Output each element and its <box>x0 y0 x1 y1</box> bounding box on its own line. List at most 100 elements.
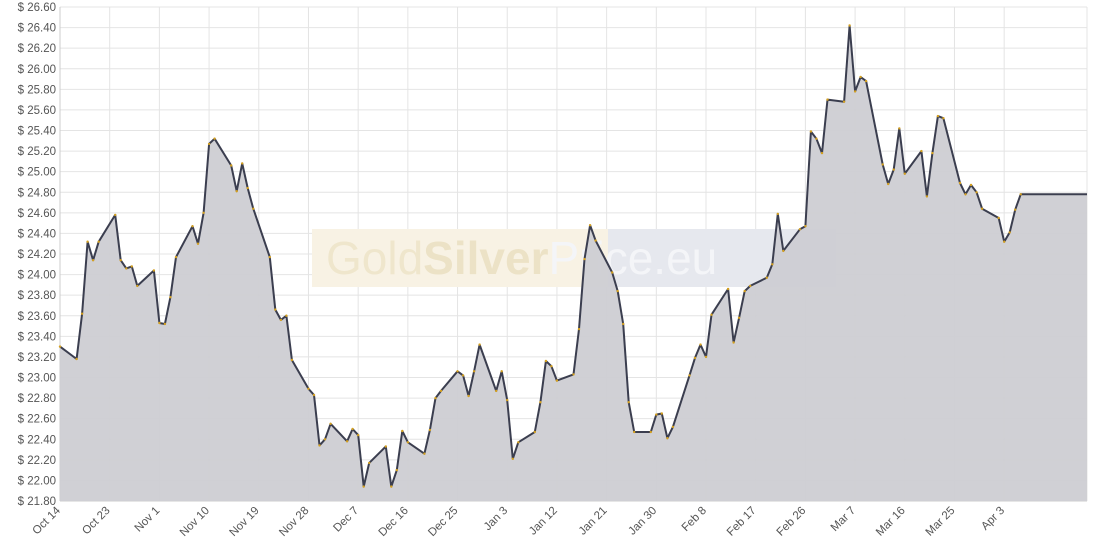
data-point <box>307 387 310 390</box>
data-point <box>428 428 432 432</box>
data-point <box>622 322 625 326</box>
y-tick-label: $ 25.60 <box>18 105 56 117</box>
data-point <box>136 284 139 288</box>
data-point <box>351 427 354 431</box>
y-tick-label: $ 26.40 <box>18 23 56 35</box>
y-tick-label: $ 23.00 <box>18 373 56 385</box>
data-point <box>765 276 768 279</box>
y-tick-label: $ 24.80 <box>18 187 56 199</box>
y-tick-label: $ 24.00 <box>18 270 56 282</box>
data-point <box>771 263 774 266</box>
data-point <box>704 355 708 359</box>
data-point <box>58 345 62 348</box>
series-line <box>59 24 1087 488</box>
y-tick-label: $ 26.20 <box>18 43 56 55</box>
data-point <box>456 370 459 373</box>
x-tick-label: Oct 23 <box>80 505 112 537</box>
data-point <box>323 438 327 441</box>
watermark-gold: Gold <box>326 232 423 284</box>
data-point <box>975 191 978 194</box>
data-point <box>390 485 393 488</box>
data-point <box>572 373 575 376</box>
data-point <box>958 181 962 185</box>
data-point <box>732 341 735 344</box>
data-point <box>362 485 365 488</box>
watermark: GoldSilverPrice.eu <box>312 229 836 287</box>
y-tick-label: $ 25.80 <box>18 84 56 96</box>
data-point <box>809 130 813 133</box>
data-point <box>964 193 967 196</box>
data-point <box>517 441 520 444</box>
data-point <box>86 240 89 243</box>
x-axis: Oct 14 Oct 23 Nov 1 Nov 10 Nov 19 Nov 28 Dec 7… <box>31 504 1008 539</box>
data-point <box>782 249 785 253</box>
data-point <box>594 239 597 242</box>
data-point <box>1003 240 1006 243</box>
y-tick-label: $ 24.20 <box>18 249 56 261</box>
data-point <box>80 312 84 315</box>
data-point <box>533 430 536 434</box>
x-tick-label: Nov 10 <box>178 505 212 539</box>
y-tick-label: $ 25.00 <box>18 167 56 179</box>
data-point <box>693 356 697 360</box>
data-point <box>699 343 702 346</box>
data-point <box>511 457 514 460</box>
data-point <box>472 370 476 373</box>
data-point <box>368 461 371 465</box>
x-tick-label: Jan 30 <box>626 505 659 538</box>
data-point <box>196 242 200 245</box>
data-point <box>279 318 283 322</box>
y-tick-label: $ 24.40 <box>18 228 56 240</box>
data-point <box>495 389 498 393</box>
data-point <box>925 195 929 198</box>
data-point <box>401 429 404 433</box>
data-point <box>191 225 194 228</box>
data-point <box>114 213 117 217</box>
data-point <box>892 168 895 171</box>
data-markers <box>58 24 1022 488</box>
data-point <box>345 440 349 443</box>
data-point <box>804 225 807 228</box>
data-point <box>174 255 178 259</box>
data-point <box>815 137 818 140</box>
data-point <box>290 358 294 362</box>
data-point <box>853 90 857 93</box>
x-tick-label: Dec 16 <box>377 505 411 539</box>
data-point <box>588 224 592 227</box>
data-point <box>749 284 752 288</box>
data-point <box>616 289 619 293</box>
x-tick-label: Feb 8 <box>680 505 709 534</box>
y-tick-label: $ 25.40 <box>18 126 56 138</box>
x-tick-label: Mar 25 <box>924 505 958 539</box>
data-point <box>710 313 713 316</box>
data-point <box>241 162 244 165</box>
data-point <box>842 100 846 103</box>
x-tick-label: Jan 3 <box>482 505 510 533</box>
data-point <box>274 308 277 311</box>
x-tick-label: Dec 7 <box>331 505 361 535</box>
data-point <box>936 114 940 118</box>
data-point <box>384 445 387 448</box>
data-point <box>544 359 548 363</box>
data-point <box>980 207 984 210</box>
y-tick-label: $ 23.60 <box>18 311 56 323</box>
data-point <box>461 374 465 377</box>
data-point <box>268 255 271 259</box>
data-point <box>627 401 630 404</box>
data-point <box>163 322 167 326</box>
data-point <box>506 398 509 402</box>
data-point <box>318 444 321 447</box>
data-point <box>903 172 906 175</box>
y-tick-label: $ 21.80 <box>18 496 56 508</box>
data-point <box>743 289 746 293</box>
data-point <box>1019 193 1022 196</box>
data-point <box>726 287 730 291</box>
data-point <box>859 75 862 79</box>
data-point <box>737 316 741 319</box>
y-axis: $ 21.80 $ 22.00 $ 22.20 $ 22.40 $ 22.60 $ 22.… <box>18 2 56 508</box>
x-tick-label: Jan 21 <box>577 505 610 538</box>
data-point <box>997 216 1000 220</box>
data-point <box>312 393 316 397</box>
data-point <box>130 265 133 268</box>
